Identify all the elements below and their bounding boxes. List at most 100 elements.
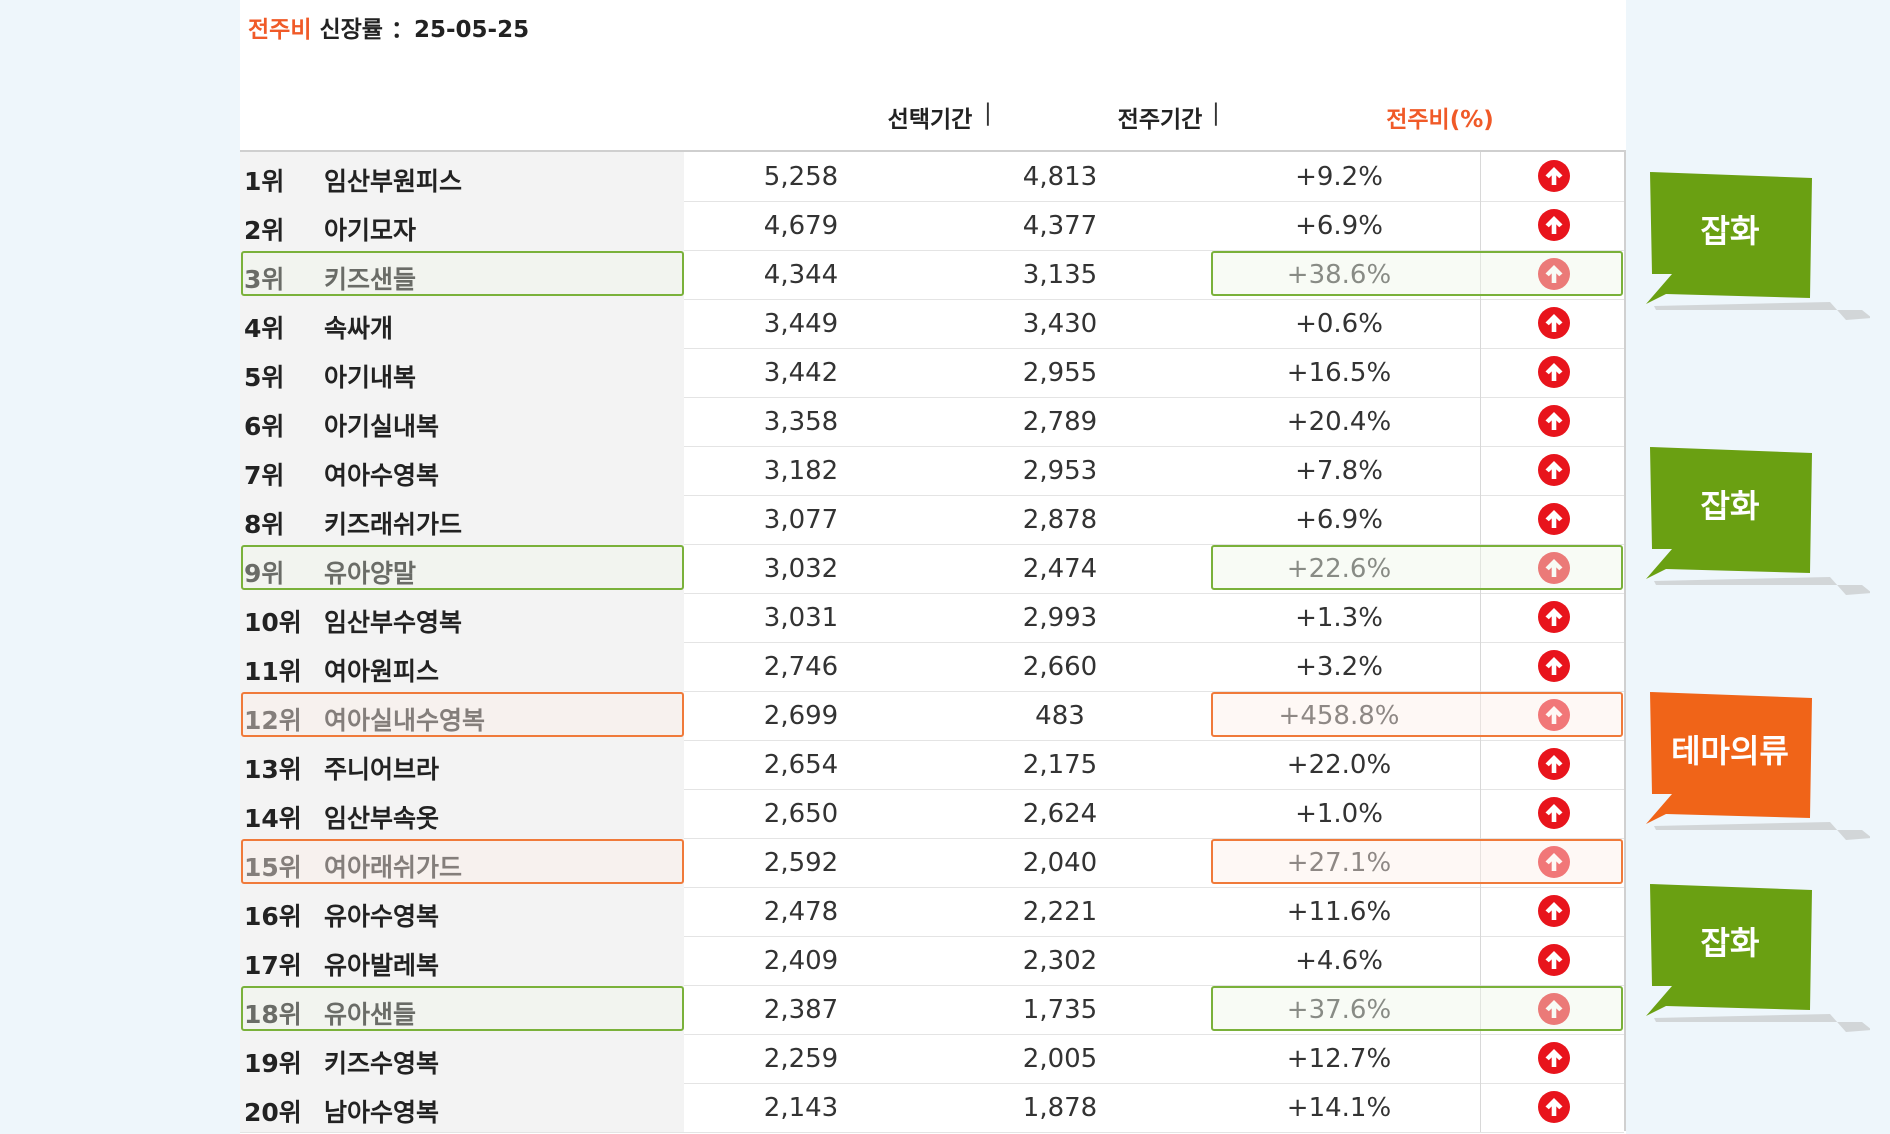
change-percent-value: +9.2% (1295, 162, 1383, 192)
column-divider (1480, 593, 1481, 642)
table-right-border (1624, 150, 1626, 1131)
rank-cell: 11위 (244, 657, 302, 686)
column-divider (1480, 1034, 1481, 1083)
selected-period-value: 3,449 (763, 309, 839, 339)
arrow-up-circle-icon (1537, 159, 1571, 193)
table-row[interactable]: 20위 남아수영복 2,143 1,878 +14.1% (240, 1083, 1624, 1133)
previous-week-value: 2,953 (1022, 456, 1098, 486)
table-row[interactable]: 3위 키즈샌들 4,344 3,135 +38.6% (240, 250, 1624, 300)
table-row[interactable]: 17위 유아발레복 2,409 2,302 +4.6% (240, 936, 1624, 986)
previous-week-value: 2,624 (1022, 799, 1098, 829)
title-date: 신장률 ：25-05-25 (319, 17, 530, 43)
keyword-cell: 아기모자 (324, 216, 417, 245)
arrow-up-circle-icon (1537, 1041, 1571, 1075)
rank-cell: 16위 (244, 902, 302, 931)
column-divider (1480, 740, 1481, 789)
selected-period-value: 3,032 (763, 554, 839, 584)
selected-period-value: 2,409 (763, 946, 839, 976)
change-percent-value: +22.6% (1286, 554, 1392, 584)
change-percent-value: +3.2% (1295, 652, 1383, 682)
speech-bubble-shape (1646, 692, 1870, 840)
arrow-up-circle-icon (1537, 453, 1571, 487)
keyword-cell: 여아실내수영복 (324, 706, 486, 735)
table-row[interactable]: 2위 아기모자 4,679 4,377 +6.9% (240, 201, 1624, 251)
rank-cell: 17위 (244, 951, 302, 980)
keyword-cell: 주니어브라 (324, 755, 440, 784)
column-divider (1480, 250, 1481, 299)
change-percent-value: +0.6% (1295, 309, 1383, 339)
previous-week-value: 483 (1035, 701, 1085, 731)
table-row[interactable]: 10위 임산부수영복 3,031 2,993 +1.3% (240, 593, 1624, 643)
keyword-cell: 여아수영복 (324, 461, 440, 490)
category-tag-label: 잡화 (1700, 487, 1760, 525)
rank-cell: 10위 (244, 608, 302, 637)
selected-period-value: 4,344 (763, 260, 839, 290)
category-tag: 잡화 (1640, 445, 1870, 595)
table-row[interactable]: 1위 임산부원피스 5,258 4,813 +9.2% (240, 152, 1624, 202)
change-percent-value: +22.0% (1286, 750, 1392, 780)
selected-period-value: 3,031 (763, 603, 839, 633)
keyword-cell: 키즈수영복 (324, 1049, 440, 1078)
column-divider (1480, 544, 1481, 593)
rank-cell: 14위 (244, 804, 302, 833)
keyword-cell: 임산부수영복 (324, 608, 463, 637)
change-percent-value: +27.1% (1286, 848, 1392, 878)
table-row[interactable]: 14위 임산부속옷 2,650 2,624 +1.0% (240, 789, 1624, 839)
table-row[interactable]: 19위 키즈수영복 2,259 2,005 +12.7% (240, 1034, 1624, 1084)
selected-period-value: 5,258 (763, 162, 839, 192)
keyword-cell: 키즈샌들 (324, 265, 417, 294)
table-row[interactable]: 9위 유아양말 3,032 2,474 +22.6% (240, 544, 1624, 594)
table-row[interactable]: 8위 키즈래쉬가드 3,077 2,878 +6.9% (240, 495, 1624, 545)
highlight-box (241, 545, 684, 590)
column-divider (1480, 299, 1481, 348)
arrow-up-circle-icon (1537, 355, 1571, 389)
previous-week-value: 2,474 (1022, 554, 1098, 584)
arrow-up-circle-icon (1537, 208, 1571, 242)
rank-cell: 6위 (244, 412, 285, 441)
column-divider (1480, 1083, 1481, 1132)
table-row[interactable]: 16위 유아수영복 2,478 2,221 +11.6% (240, 887, 1624, 937)
change-percent-value: +14.1% (1286, 1093, 1392, 1123)
keyword-cell: 유아샌들 (324, 1000, 417, 1029)
previous-week-value: 2,221 (1022, 897, 1098, 927)
keyword-cell: 유아발레복 (324, 951, 440, 980)
keyword-cell: 유아수영복 (324, 902, 440, 931)
change-percent-value: +11.6% (1286, 897, 1392, 927)
selected-period-value: 4,679 (763, 211, 839, 241)
table-row[interactable]: 15위 여아래쉬가드 2,592 2,040 +27.1% (240, 838, 1624, 888)
table-row[interactable]: 6위 아기실내복 3,358 2,789 +20.4% (240, 397, 1624, 447)
selected-period-value: 2,746 (763, 652, 839, 682)
table-row[interactable]: 4위 속싸개 3,449 3,430 +0.6% (240, 299, 1624, 349)
table-row[interactable]: 5위 아기내복 3,442 2,955 +16.5% (240, 348, 1624, 398)
selected-period-value: 3,182 (763, 456, 839, 486)
selected-period-value: 2,259 (763, 1044, 839, 1074)
previous-week-value: 2,955 (1022, 358, 1098, 388)
table-row[interactable]: 7위 여아수영복 3,182 2,953 +7.8% (240, 446, 1624, 496)
table-row[interactable]: 11위 여아원피스 2,746 2,660 +3.2% (240, 642, 1624, 692)
keyword-cell: 속싸개 (324, 314, 394, 343)
previous-week-value: 2,175 (1022, 750, 1098, 780)
selected-period-value: 2,699 (763, 701, 839, 731)
column-divider (1480, 642, 1481, 691)
ranking-panel: 전주비 신장률 ：25-05-25 선택기간 | 전주기간 | 전주비(%) 1위… (240, 0, 1626, 1134)
rank-cell: 3위 (244, 265, 285, 294)
keyword-cell: 임산부속옷 (324, 804, 440, 833)
table-row[interactable]: 13위 주니어브라 2,654 2,175 +22.0% (240, 740, 1624, 790)
highlight-box (241, 986, 684, 1031)
previous-week-value: 2,660 (1022, 652, 1098, 682)
category-tag: 잡화 (1640, 882, 1870, 1032)
previous-week-value: 3,430 (1022, 309, 1098, 339)
previous-week-value: 4,813 (1022, 162, 1098, 192)
selected-period-value: 3,358 (763, 407, 839, 437)
table-row[interactable]: 12위 여아실내수영복 2,699 483 +458.8% (240, 691, 1624, 741)
column-divider (1480, 348, 1481, 397)
arrow-up-circle-icon (1537, 845, 1571, 879)
arrow-up-circle-icon (1537, 502, 1571, 536)
arrow-up-circle-icon (1537, 404, 1571, 438)
previous-week-value: 1,735 (1022, 995, 1098, 1025)
change-percent-value: +458.8% (1278, 701, 1400, 731)
arrow-up-circle-icon (1537, 894, 1571, 928)
column-divider (1480, 936, 1481, 985)
table-row[interactable]: 18위 유아샌들 2,387 1,735 +37.6% (240, 985, 1624, 1035)
arrow-up-circle-icon (1537, 600, 1571, 634)
